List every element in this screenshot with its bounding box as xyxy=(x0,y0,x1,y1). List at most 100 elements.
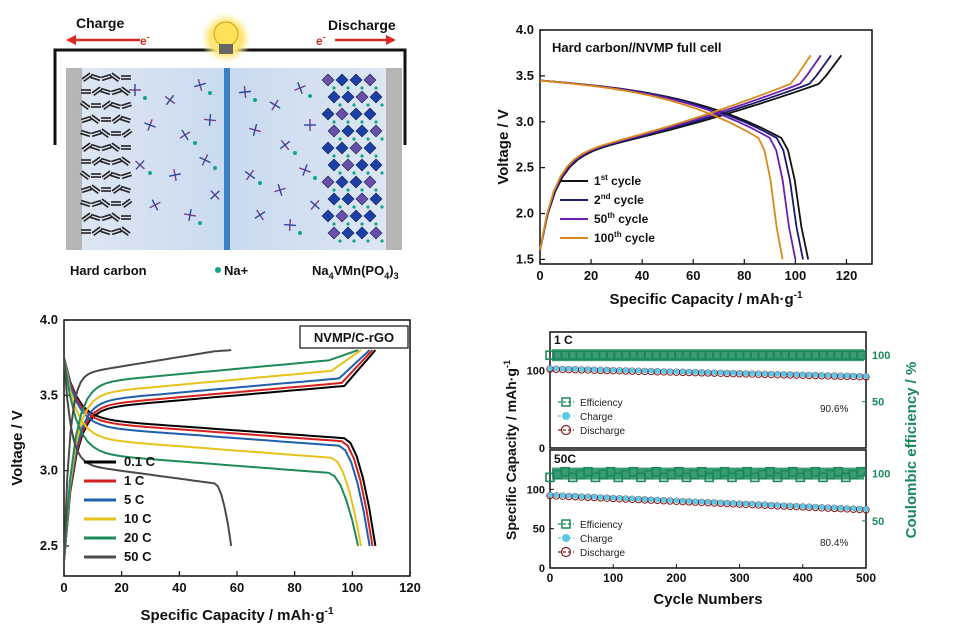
charge-point xyxy=(851,506,857,512)
charge-point xyxy=(781,371,787,377)
charge-point xyxy=(686,498,692,504)
y-tick-label: 0 xyxy=(539,563,545,575)
charge-point xyxy=(724,500,730,506)
cycling-xlabel: Cycle Numbers xyxy=(653,591,762,608)
na-ion-dot xyxy=(360,154,363,157)
x-tick-label: 0 xyxy=(60,580,67,595)
x-tick-label: 0 xyxy=(547,571,554,585)
charge-point xyxy=(800,503,806,509)
hard-carbon-label: Hard carbon xyxy=(70,263,147,278)
legend-label-rest: cycle xyxy=(610,193,644,207)
x-tick-label: 80 xyxy=(287,580,301,595)
na-ion-dot xyxy=(360,120,363,123)
legend-label: 2nd cycle xyxy=(594,192,644,207)
y-tick-label: 3.0 xyxy=(40,463,58,478)
charge-point xyxy=(617,367,623,373)
charge-point xyxy=(699,369,705,375)
cycling-50c-label: 50C xyxy=(554,452,576,466)
full-cell-discharge-curve xyxy=(540,81,803,260)
battery-schematic: Charge Discharge e- e- Hard carbon Na+ N… xyxy=(0,0,470,300)
na-ion-dot xyxy=(374,188,377,191)
x-tick-label: 100 xyxy=(341,580,363,595)
charge-point xyxy=(566,493,572,499)
legend-label: 100th cycle xyxy=(594,230,655,245)
charge-point xyxy=(636,368,642,374)
rate-series xyxy=(64,350,375,561)
y-tick-label: 0 xyxy=(539,443,545,455)
cycling-1c-label: 1 C xyxy=(554,333,573,347)
charge-point xyxy=(756,371,762,377)
na-ion xyxy=(258,181,262,185)
charge-point xyxy=(832,373,838,379)
legend-label: Charge xyxy=(580,412,613,423)
x-tick-label: 20 xyxy=(584,268,598,283)
na-dot-icon xyxy=(215,267,221,273)
charge-point xyxy=(579,493,585,499)
legend-circle-marker xyxy=(562,412,570,420)
cycling-50c-retention: 80.4% xyxy=(820,538,848,549)
charge-point xyxy=(844,373,850,379)
na-ion xyxy=(193,141,197,145)
charge-point xyxy=(838,373,844,379)
electron-right-label: e- xyxy=(316,32,326,48)
charge-point xyxy=(705,499,711,505)
charge-point xyxy=(730,370,736,376)
charge-point xyxy=(712,499,718,505)
charge-point xyxy=(705,369,711,375)
legend-label: 1 C xyxy=(124,473,145,488)
full-cell-discharge-curve xyxy=(540,81,795,260)
na-ion-dot xyxy=(366,103,369,106)
na-ion xyxy=(313,176,317,180)
full-cell-xlabel: Specific Capacity / mAh·g-1 xyxy=(609,290,803,308)
na-ion-dot xyxy=(374,86,377,89)
na-ion-dot xyxy=(380,239,383,242)
charge-point xyxy=(560,493,566,499)
legend-label-rest: cycle xyxy=(622,231,656,245)
charge-point xyxy=(718,500,724,506)
charge-point xyxy=(838,505,844,511)
charge-point xyxy=(572,366,578,372)
x-tick-label: 400 xyxy=(793,571,813,585)
bulb-base xyxy=(219,44,233,54)
charge-point xyxy=(604,495,610,501)
na-ion-dot xyxy=(352,137,355,140)
x-tick-label: 40 xyxy=(635,268,649,283)
na-ion-dot xyxy=(346,188,349,191)
charge-point xyxy=(655,368,661,374)
na-ion-dot xyxy=(338,103,341,106)
y-tick-label: 2.5 xyxy=(40,538,58,553)
charge-label: Charge xyxy=(76,15,124,31)
charge-point xyxy=(667,368,673,374)
x-tick-label: 300 xyxy=(730,571,750,585)
charge-point xyxy=(724,370,730,376)
x-tick-label: 0 xyxy=(536,268,543,283)
charge-point xyxy=(655,497,661,503)
charge-point xyxy=(825,372,831,378)
charge-point xyxy=(667,497,673,503)
efficiency-band xyxy=(552,349,864,361)
x-tick-label: 100 xyxy=(603,571,623,585)
na-ion-dot xyxy=(380,205,383,208)
charge-point xyxy=(794,503,800,509)
charge-point xyxy=(756,501,762,507)
na-ion-dot xyxy=(338,205,341,208)
rate-chart: NVMP/C-rGO Specific Capacity / mAh·g-1 V… xyxy=(0,300,470,639)
na-ion-dot xyxy=(338,171,341,174)
legend-label-base: 50 xyxy=(594,212,608,226)
charge-point xyxy=(749,501,755,507)
charge-point xyxy=(617,495,623,501)
charge-point xyxy=(699,499,705,505)
charge-point xyxy=(680,369,686,375)
charge-point xyxy=(787,503,793,509)
x-tick-label: 200 xyxy=(666,571,686,585)
na-ion-dot xyxy=(352,239,355,242)
rate-xlabel: Specific Capacity / mAh·g-1 xyxy=(140,606,334,624)
charge-point xyxy=(642,496,648,502)
full-cell-svg: Hard carbon//NVMP full cell Specific Cap… xyxy=(470,0,954,320)
na-ion-dot xyxy=(346,154,349,157)
na-ion xyxy=(253,98,257,102)
charge-point xyxy=(554,366,560,372)
y-tick-label: 4.0 xyxy=(40,312,58,327)
na-ion-dot xyxy=(374,154,377,157)
